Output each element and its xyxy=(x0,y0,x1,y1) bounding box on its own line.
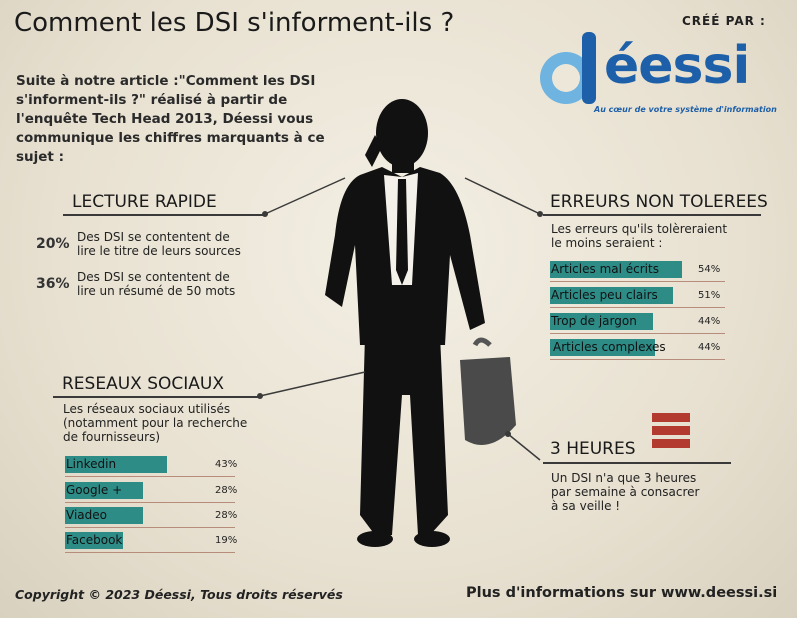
reseaux-bar-pct: 28% xyxy=(215,510,238,521)
reseaux-bar-pct: 28% xyxy=(215,485,238,496)
lecture-stat-1-pct: 20% xyxy=(36,236,70,252)
copyright-text: Copyright © 2023 Déessi, Tous droits rés… xyxy=(15,587,343,602)
reseaux-bar xyxy=(65,482,143,499)
erreurs-bar-pct: 54% xyxy=(698,264,721,275)
logo-mark xyxy=(540,32,596,104)
page-title: Comment les DSI s'informent-ils ? xyxy=(14,8,455,38)
erreurs-bar xyxy=(550,313,653,330)
heures-rule xyxy=(543,462,731,464)
lecture-stat-1-text: Des DSI se contentent de lire le titre d… xyxy=(77,230,241,258)
heures-text: Un DSI n'a que 3 heures par semaine à co… xyxy=(551,471,700,513)
reseaux-bar-row: Viadeo 28% xyxy=(65,505,238,528)
intro-text: Suite à notre article :"Comment les DSI … xyxy=(16,73,325,165)
reseaux-bar-label: Google + xyxy=(66,483,123,497)
erreurs-bar-underline xyxy=(550,281,725,282)
reseaux-bar-row: Google + 28% xyxy=(65,480,238,503)
erreurs-bar-row: Trop de jargon 44% xyxy=(550,311,725,334)
reseaux-bar-row: Linkedin 43% xyxy=(65,454,238,477)
reseaux-bar-row: Facebook 19% xyxy=(65,530,238,553)
erreurs-bar-underline xyxy=(550,307,725,308)
logo-tagline: Au cœur de votre système d'information xyxy=(594,105,777,114)
erreurs-bar xyxy=(550,287,673,304)
erreurs-bar-row: Articles complexes 44% xyxy=(550,337,725,360)
reseaux-bar xyxy=(65,507,143,524)
more-info-link[interactable]: Plus d'informations sur www.deessi.si xyxy=(466,585,778,601)
reseaux-bar-label: Linkedin xyxy=(66,457,117,471)
logo-wordmark: éessi xyxy=(604,36,750,96)
reseaux-bar-underline xyxy=(65,527,235,528)
reseaux-rule xyxy=(53,396,258,398)
lecture-stat-2-pct: 36% xyxy=(36,276,70,292)
erreurs-title: ERREURS NON TOLEREES xyxy=(550,192,768,212)
hours-blocks-icon xyxy=(652,413,690,452)
businessman-silhouette xyxy=(325,99,516,547)
reseaux-bar-label: Facebook xyxy=(66,533,123,547)
erreurs-bar-pct: 44% xyxy=(698,342,721,353)
reseaux-bar-label: Viadeo xyxy=(66,508,107,522)
erreurs-bar-pct: 51% xyxy=(698,290,721,301)
reseaux-bar-underline xyxy=(65,502,235,503)
erreurs-bar xyxy=(550,261,682,278)
erreurs-bar-label: Articles peu clairs xyxy=(551,288,658,302)
erreurs-bar-pct: 44% xyxy=(698,316,721,327)
reseaux-bar-underline xyxy=(65,476,235,477)
erreurs-bar-label: Trop de jargon xyxy=(551,314,637,328)
heures-title: 3 HEURES xyxy=(550,439,636,459)
created-by-label: CRÉÉ PAR : xyxy=(682,14,766,28)
reseaux-bar-pct: 19% xyxy=(215,535,238,546)
erreurs-subtitle: Les erreurs qu'ils tolèreraient le moins… xyxy=(551,222,728,250)
erreurs-bar-underline xyxy=(550,333,725,334)
reseaux-bar xyxy=(65,456,167,473)
lecture-rule xyxy=(63,214,263,216)
erreurs-rule xyxy=(543,214,761,216)
erreurs-bar-label: Articles mal écrits xyxy=(551,262,659,276)
lecture-stat-2-text: Des DSI se contentent de lire un résumé … xyxy=(77,270,236,298)
erreurs-bar-row: Articles peu clairs 51% xyxy=(550,285,725,308)
reseaux-subtitle: Les réseaux sociaux utilisés (notamment … xyxy=(63,402,248,444)
reseaux-bar xyxy=(65,532,123,549)
reseaux-title: RESEAUX SOCIAUX xyxy=(62,374,224,394)
lecture-title: LECTURE RAPIDE xyxy=(72,192,217,212)
reseaux-bar-pct: 43% xyxy=(215,459,238,470)
erreurs-bar-underline xyxy=(550,359,725,360)
erreurs-bar-label: Articles complexes xyxy=(553,340,666,354)
erreurs-bar xyxy=(550,339,655,356)
reseaux-bar-underline xyxy=(65,552,235,553)
erreurs-bar-row: Articles mal écrits 54% xyxy=(550,259,725,282)
